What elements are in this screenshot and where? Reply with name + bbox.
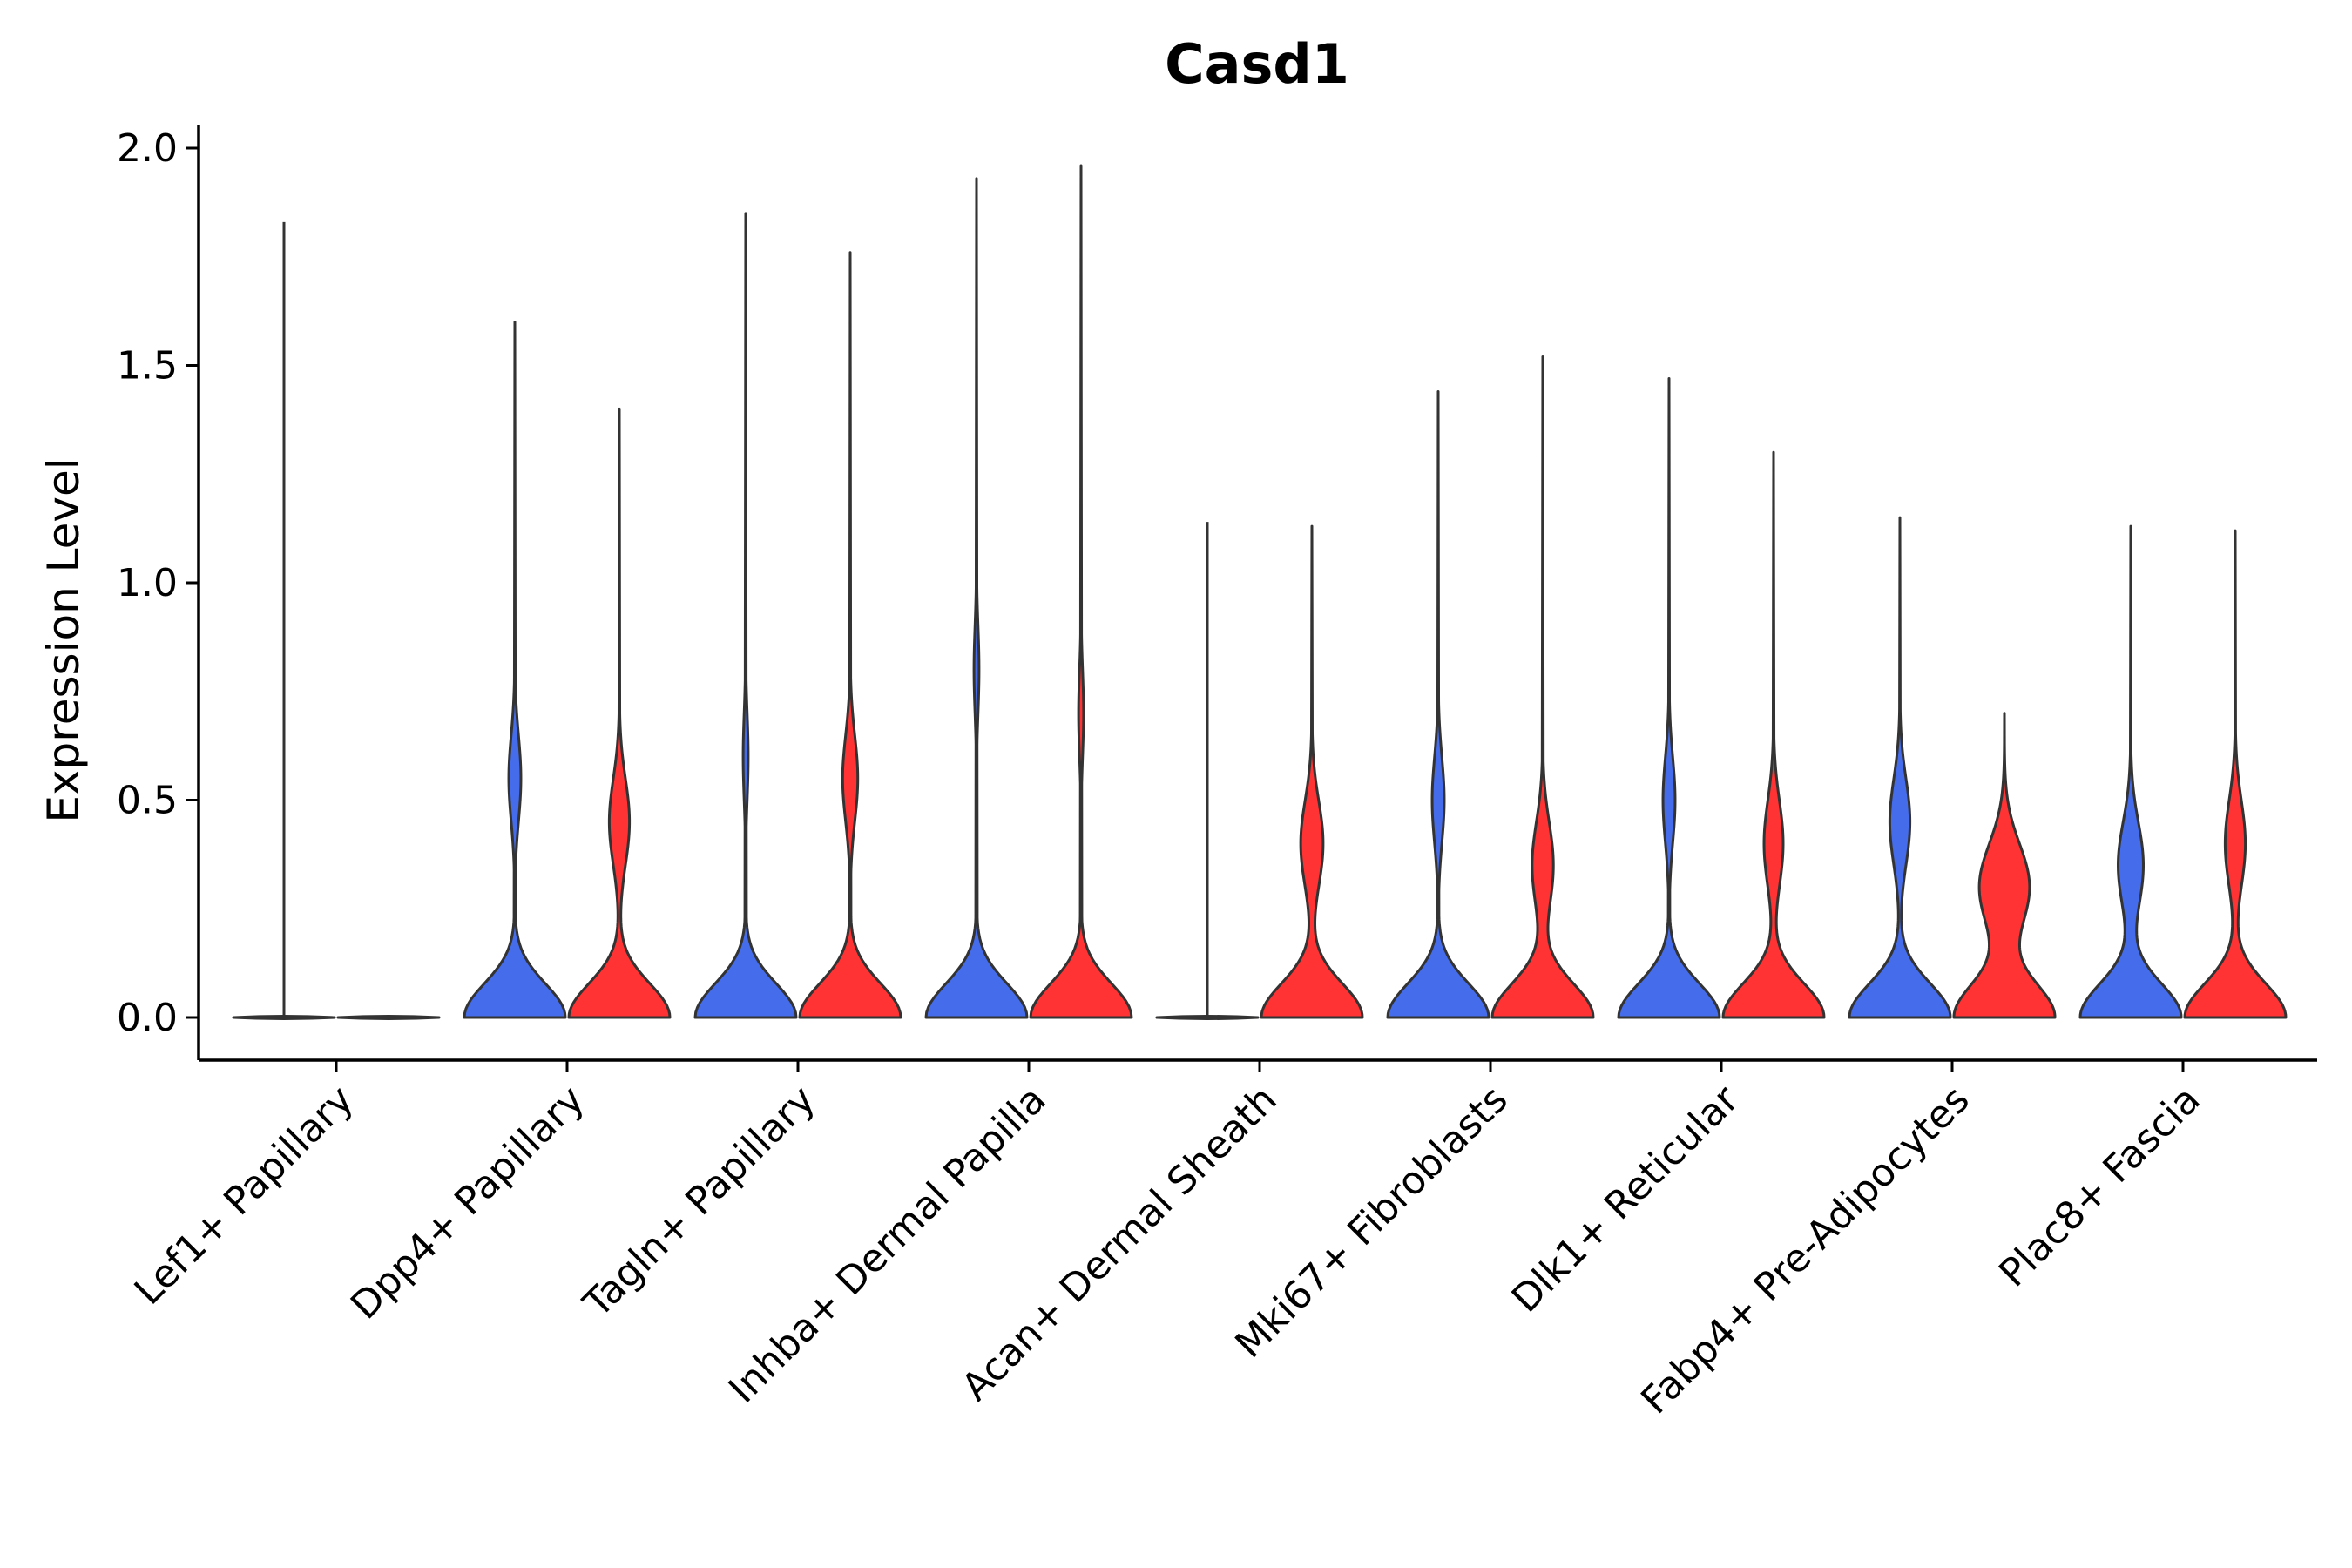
violin-acan-dermal-sheath-group2	[1260, 524, 1364, 1019]
y-tick-label: 2.0	[117, 126, 178, 171]
violin-tagln-papillary-group2	[798, 251, 902, 1019]
violin-mki67-fibroblasts-group1	[1386, 389, 1490, 1019]
y-tick-label: 1.5	[117, 344, 178, 389]
x-tick-label: Dlk1+ Reticular	[1504, 1077, 1748, 1321]
violin-inhba-dermal-papilla-group2	[1029, 164, 1133, 1019]
y-axis-ticks: 0.0 0.5 1.0 1.5 2.0	[117, 126, 199, 1040]
violin-tagln-papillary-group1	[693, 212, 798, 1019]
x-tick-label: Plac8+ Fascia	[1990, 1078, 2209, 1296]
violin-plac8-fascia-group2	[2183, 529, 2288, 1019]
violin-inhba-dermal-papilla-group1	[924, 177, 1029, 1019]
y-tick-label: 0.5	[117, 779, 178, 823]
y-axis-label: Expression Level	[38, 457, 89, 822]
violin-fabp4-pre-adipocytes-group1	[1848, 516, 1952, 1019]
violin-lef1-papillary-group2-base	[336, 1015, 441, 1020]
violin-mki67-fibroblasts-group2	[1490, 355, 1595, 1019]
violin-group	[232, 164, 2288, 1020]
axes	[197, 125, 2317, 1062]
violin-dlk1-reticular-group1	[1617, 376, 1721, 1019]
x-tick-label: Tagln+ Papillary	[575, 1078, 824, 1327]
violin-dpp4-papillary-group2	[567, 407, 672, 1019]
violin-dpp4-papillary-group1	[463, 321, 567, 1019]
y-tick-label: 0.0	[117, 996, 178, 1040]
x-tick-label: Lef1+ Papillary	[126, 1078, 362, 1314]
violin-plac8-fascia-group1	[2078, 524, 2183, 1019]
violin-fabp4-pre-adipocytes-group2	[1952, 712, 2057, 1019]
x-tick-label: Dpp4+ Papillary	[342, 1078, 593, 1328]
y-tick-label: 1.0	[117, 561, 178, 605]
violin-dlk1-reticular-group2	[1721, 450, 1826, 1019]
chart-title: Casd1	[1165, 32, 1349, 96]
